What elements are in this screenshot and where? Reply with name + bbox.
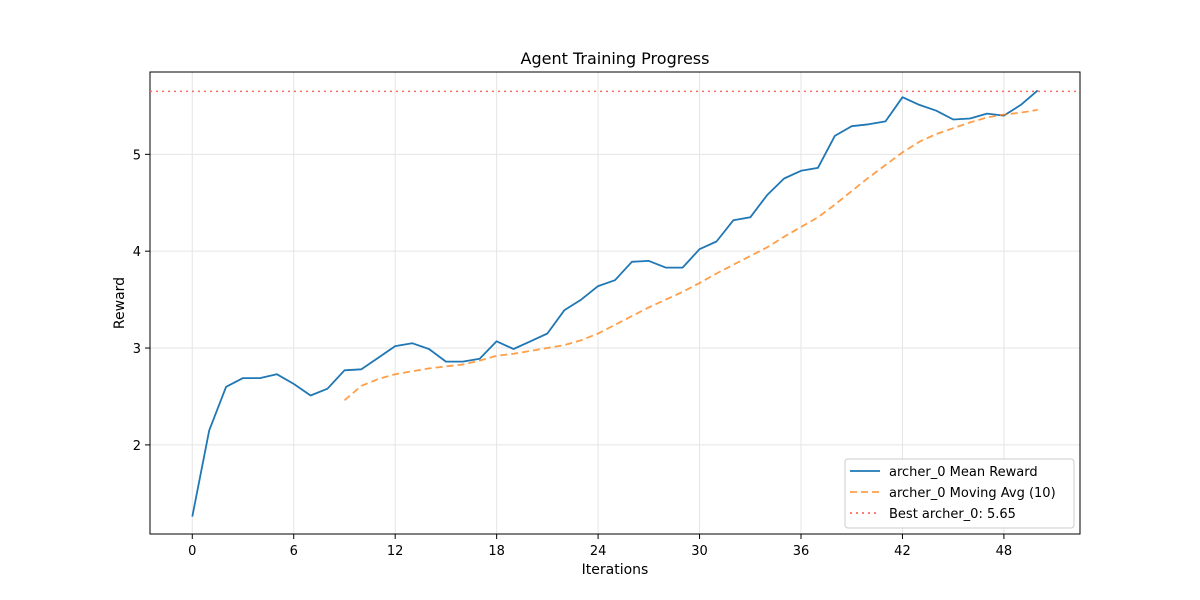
y-tick-label: 2 xyxy=(133,439,141,454)
y-tick-label: 5 xyxy=(133,148,141,163)
moving-avg-line xyxy=(343,108,1038,401)
axis-ticks: 0 6 12 18 24 30 36 42 48 2 3 4 5 xyxy=(133,148,1012,559)
mean-reward-line xyxy=(191,89,1039,517)
plot-frame xyxy=(149,71,1081,535)
x-tick-label: 30 xyxy=(691,544,708,559)
y-axis-label: Reward xyxy=(112,277,128,329)
legend-entry-label: archer_0 Moving Avg (10) xyxy=(889,486,1056,501)
x-tick-label: 12 xyxy=(387,544,404,559)
x-tick-label: 0 xyxy=(188,544,196,559)
x-tick-label: 6 xyxy=(290,544,298,559)
legend: archer_0 Mean Reward archer_0 Moving Avg … xyxy=(844,458,1075,529)
x-tick-label: 18 xyxy=(488,544,505,559)
x-axis-label: Iterations xyxy=(582,562,649,578)
y-tick-label: 3 xyxy=(133,342,141,357)
y-tick-label: 4 xyxy=(133,245,141,260)
x-tick-label: 24 xyxy=(590,544,607,559)
series xyxy=(191,89,1039,517)
x-tick-label: 48 xyxy=(996,544,1013,559)
chart-title: Agent Training Progress xyxy=(521,49,710,68)
grid xyxy=(150,72,1080,534)
legend-entry-label: archer_0 Mean Reward xyxy=(889,465,1038,480)
x-tick-label: 42 xyxy=(894,544,911,559)
legend-entry-label: Best archer_0: 5.65 xyxy=(889,507,1016,522)
x-tick-label: 36 xyxy=(793,544,810,559)
legend-box xyxy=(844,458,1075,529)
